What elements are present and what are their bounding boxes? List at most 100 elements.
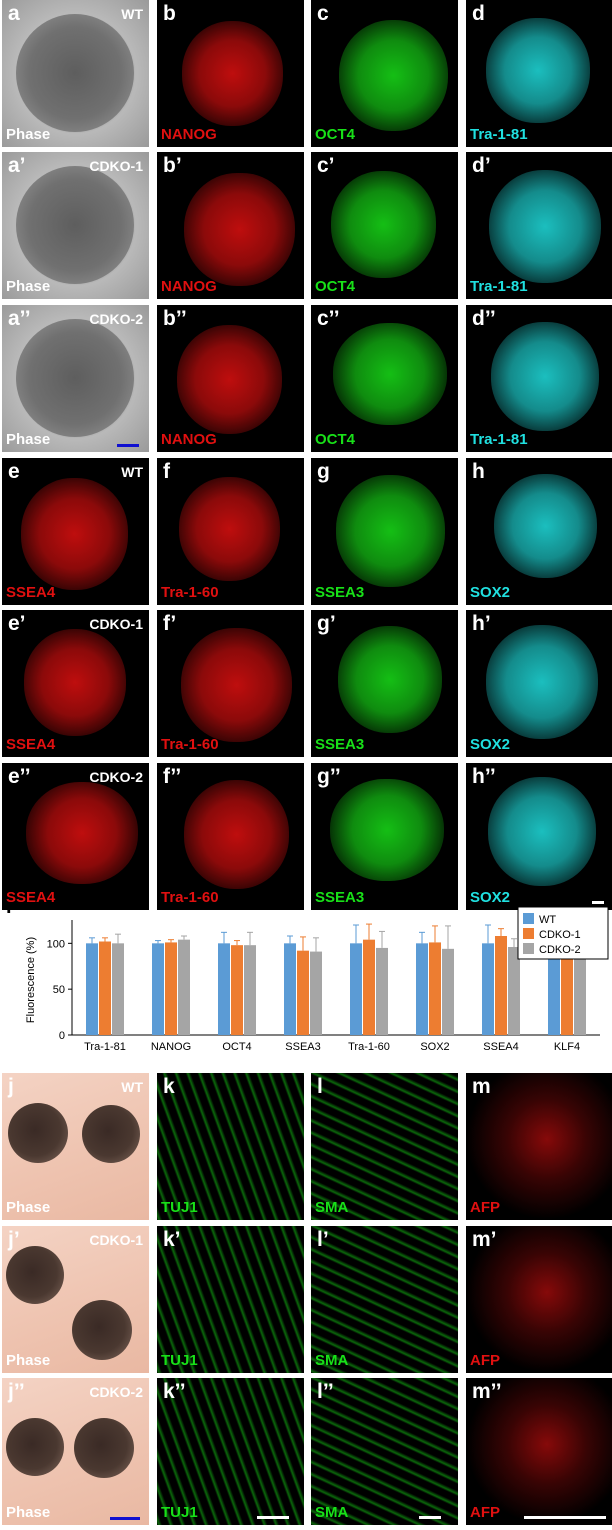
marker-label: Tra-1-60 <box>161 889 219 906</box>
panel-green: k TUJ1 <box>157 1073 304 1220</box>
x-tick-label: OCT4 <box>222 1041 251 1053</box>
panel-letter: g <box>317 460 330 483</box>
bar <box>416 943 428 1035</box>
panel-letter: i <box>6 905 12 918</box>
panel-green: l SMA <box>311 1073 458 1220</box>
genotype-label: CDKO-1 <box>89 616 143 632</box>
panel-letter: f’ <box>163 612 177 635</box>
bar <box>508 947 520 1035</box>
panel-red: e’’ CDKO-2 SSEA4 <box>2 763 149 910</box>
marker-label: SMA <box>315 1352 349 1369</box>
bar <box>112 943 124 1035</box>
bar <box>297 950 309 1035</box>
marker-label: SSEA4 <box>6 584 56 601</box>
panel-phase: a’ CDKO-1 Phase <box>2 152 149 299</box>
panel-letter: e’ <box>8 612 26 635</box>
bar <box>429 942 441 1035</box>
marker-label: Phase <box>6 1352 51 1369</box>
marker-label: Tra-1-81 <box>470 278 528 295</box>
panel-cyan: h’ SOX2 <box>466 610 612 757</box>
panel-letter: k’’ <box>163 1380 186 1403</box>
fluorescence-signal <box>176 324 283 434</box>
x-tick-label: SSEA4 <box>483 1041 518 1053</box>
panel-green: g’’ SSEA3 <box>311 763 458 910</box>
fluorescence-signal <box>493 473 597 579</box>
panel-letter: j <box>8 1075 14 1098</box>
fluorescence-signal <box>335 475 445 587</box>
fluorescence-signal <box>330 778 445 881</box>
fluorescence-signal <box>25 781 138 884</box>
marker-label: AFP <box>470 1352 500 1369</box>
panel-letter: a’ <box>8 154 26 177</box>
marker-label: Phase <box>6 126 51 143</box>
panel-letter: j’ <box>8 1228 20 1251</box>
bar <box>310 951 322 1035</box>
panel-eb: j WT Phase <box>2 1073 149 1220</box>
panel-cyan: h’’ SOX2 <box>466 763 612 910</box>
panel-eb: j’ CDKO-1 Phase <box>2 1226 149 1373</box>
scale-bar <box>110 1517 140 1520</box>
fluorescence-signal <box>181 21 284 126</box>
panel-red: m AFP <box>466 1073 612 1220</box>
marker-label: AFP <box>470 1504 500 1521</box>
panel-cyan: d’’ Tra-1-81 <box>466 305 612 452</box>
marker-label: TUJ1 <box>161 1352 198 1369</box>
fluorescence-signal <box>466 1226 612 1373</box>
fluorescence-signal <box>178 476 281 582</box>
panel-letter: e <box>8 460 20 483</box>
bar <box>442 948 454 1035</box>
fluorescence-signal <box>466 1073 612 1220</box>
genotype-label: CDKO-1 <box>89 1232 143 1248</box>
colony-image <box>16 14 134 132</box>
fluorescence-signal <box>331 171 436 278</box>
fluorescence-signal <box>157 1226 304 1373</box>
marker-label: OCT4 <box>315 431 356 448</box>
panel-letter: b’ <box>163 154 182 177</box>
panel-red: f Tra-1-60 <box>157 458 304 605</box>
embryoid-body <box>72 1300 132 1360</box>
panel-letter: f <box>163 460 170 483</box>
fluorescence-signal <box>311 1073 458 1220</box>
panel-cyan: d’ Tra-1-81 <box>466 152 612 299</box>
panel-letter: d’ <box>472 154 491 177</box>
marker-label: SOX2 <box>470 736 511 753</box>
bar <box>284 943 296 1035</box>
scale-bar <box>592 901 604 904</box>
legend-swatch <box>523 913 534 924</box>
marker-label: Phase <box>6 1504 51 1521</box>
fluorescence-signal <box>338 626 443 734</box>
x-tick-label: NANOG <box>151 1041 191 1053</box>
panel-cyan: d Tra-1-81 <box>466 0 612 147</box>
y-tick-label: 100 <box>47 938 65 950</box>
bar <box>350 943 362 1035</box>
panel-letter: b’’ <box>163 307 187 330</box>
fluorescence-signal <box>485 624 599 739</box>
panel-phase: a’’ CDKO-2 Phase <box>2 305 149 452</box>
legend-entry: CDKO-1 <box>539 929 581 941</box>
x-tick-label: SOX2 <box>420 1041 449 1053</box>
legend-swatch <box>523 943 534 954</box>
fluorescence-signal <box>311 1378 458 1525</box>
bar <box>574 939 586 1035</box>
panel-letter: f’’ <box>163 765 182 788</box>
genotype-label: CDKO-2 <box>89 769 143 785</box>
panel-green: l’’ SMA <box>311 1378 458 1525</box>
panel-green: l’ SMA <box>311 1226 458 1373</box>
bar <box>495 936 507 1035</box>
marker-label: SSEA4 <box>6 736 56 753</box>
panel-red: e WT SSEA4 <box>2 458 149 605</box>
panel-eb: j’’ CDKO-2 Phase <box>2 1378 149 1525</box>
marker-label: AFP <box>470 1199 500 1216</box>
fluorescence-signal <box>181 627 292 742</box>
embryoid-body <box>82 1105 140 1163</box>
panel-phase: a WT Phase <box>2 0 149 147</box>
fluorescence-signal <box>184 172 295 287</box>
marker-label: SSEA4 <box>6 889 56 906</box>
embryoid-body <box>6 1418 64 1476</box>
bar <box>152 943 164 1035</box>
panel-green: c’’ OCT4 <box>311 305 458 452</box>
marker-label: SMA <box>315 1504 349 1521</box>
panel-letter: l <box>317 1075 323 1098</box>
marker-label: NANOG <box>161 278 217 295</box>
marker-label: Phase <box>6 1199 51 1216</box>
